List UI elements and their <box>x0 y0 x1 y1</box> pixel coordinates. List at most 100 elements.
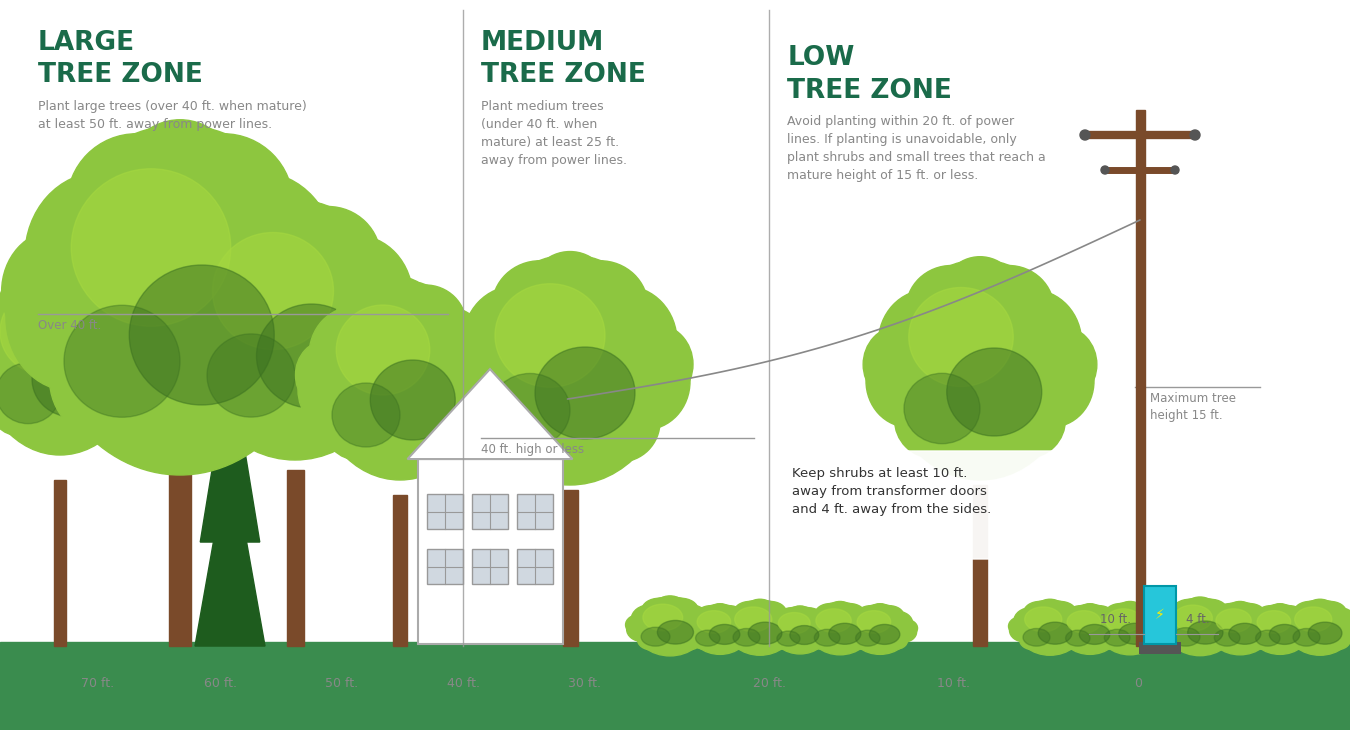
Ellipse shape <box>1025 326 1096 403</box>
Ellipse shape <box>481 382 560 462</box>
Ellipse shape <box>1091 611 1123 635</box>
Ellipse shape <box>1281 611 1312 635</box>
Ellipse shape <box>829 623 861 645</box>
Ellipse shape <box>657 620 694 644</box>
Ellipse shape <box>1314 602 1346 623</box>
Ellipse shape <box>306 343 394 434</box>
Ellipse shape <box>298 235 413 360</box>
Polygon shape <box>194 448 265 646</box>
Ellipse shape <box>1053 620 1076 637</box>
Ellipse shape <box>1204 630 1231 650</box>
Ellipse shape <box>1200 618 1224 637</box>
Ellipse shape <box>726 600 794 656</box>
Text: LOW: LOW <box>787 45 855 71</box>
Ellipse shape <box>333 285 416 365</box>
Ellipse shape <box>801 618 825 637</box>
Ellipse shape <box>1066 611 1100 633</box>
Ellipse shape <box>209 207 315 310</box>
Ellipse shape <box>886 260 1075 480</box>
Bar <box>517 494 553 529</box>
Ellipse shape <box>815 609 852 632</box>
Bar <box>472 494 508 529</box>
Ellipse shape <box>1145 618 1169 637</box>
Ellipse shape <box>848 611 879 635</box>
Ellipse shape <box>815 604 846 625</box>
Ellipse shape <box>1080 130 1089 140</box>
Ellipse shape <box>72 169 231 326</box>
Ellipse shape <box>1241 610 1274 634</box>
Bar <box>1143 586 1176 644</box>
Ellipse shape <box>163 288 262 398</box>
Ellipse shape <box>364 277 436 353</box>
Ellipse shape <box>714 606 744 626</box>
Ellipse shape <box>1280 619 1310 642</box>
Bar <box>427 549 463 584</box>
Ellipse shape <box>1216 609 1251 632</box>
Ellipse shape <box>721 611 753 635</box>
Ellipse shape <box>655 596 686 618</box>
Ellipse shape <box>1172 628 1200 646</box>
Ellipse shape <box>1099 621 1127 642</box>
Ellipse shape <box>385 285 466 365</box>
Ellipse shape <box>0 322 23 388</box>
Text: Over 40 ft.: Over 40 ft. <box>38 319 101 332</box>
Ellipse shape <box>1188 621 1223 644</box>
Ellipse shape <box>1014 607 1049 634</box>
Ellipse shape <box>1119 623 1152 645</box>
Ellipse shape <box>1077 604 1103 623</box>
Ellipse shape <box>1053 621 1081 642</box>
Ellipse shape <box>733 629 760 646</box>
Ellipse shape <box>27 262 93 334</box>
Ellipse shape <box>185 172 335 340</box>
Ellipse shape <box>879 290 977 396</box>
Ellipse shape <box>693 632 717 650</box>
Ellipse shape <box>729 621 756 642</box>
Ellipse shape <box>865 335 952 427</box>
Ellipse shape <box>402 307 491 403</box>
Ellipse shape <box>807 602 872 655</box>
Ellipse shape <box>1256 630 1280 646</box>
Ellipse shape <box>1189 130 1200 140</box>
Ellipse shape <box>990 381 1065 458</box>
Text: 0: 0 <box>1134 677 1142 690</box>
Ellipse shape <box>856 606 886 626</box>
Ellipse shape <box>841 610 875 634</box>
Bar <box>973 485 987 646</box>
Ellipse shape <box>769 613 799 636</box>
Ellipse shape <box>656 634 683 653</box>
Ellipse shape <box>855 618 879 637</box>
Text: LARGE: LARGE <box>38 30 135 56</box>
Ellipse shape <box>1066 617 1092 636</box>
Ellipse shape <box>1038 622 1072 644</box>
Ellipse shape <box>0 265 140 455</box>
Ellipse shape <box>1035 599 1064 620</box>
Ellipse shape <box>159 278 243 369</box>
Ellipse shape <box>315 280 485 480</box>
Ellipse shape <box>347 278 431 369</box>
Ellipse shape <box>709 637 732 653</box>
Bar <box>1135 110 1145 646</box>
Ellipse shape <box>863 326 936 403</box>
Ellipse shape <box>849 620 879 642</box>
Ellipse shape <box>641 599 676 622</box>
Ellipse shape <box>119 120 240 253</box>
Ellipse shape <box>126 349 235 461</box>
Ellipse shape <box>802 620 830 642</box>
Ellipse shape <box>1025 607 1062 631</box>
Ellipse shape <box>1084 606 1114 626</box>
Ellipse shape <box>0 330 36 410</box>
Ellipse shape <box>177 235 292 360</box>
Ellipse shape <box>761 607 796 634</box>
Text: 30 ft.: 30 ft. <box>568 677 601 690</box>
Ellipse shape <box>491 261 589 353</box>
Ellipse shape <box>774 633 796 649</box>
Ellipse shape <box>194 318 310 440</box>
Ellipse shape <box>1284 607 1319 634</box>
Ellipse shape <box>1187 635 1214 653</box>
Polygon shape <box>215 147 246 293</box>
Ellipse shape <box>1234 604 1265 625</box>
Ellipse shape <box>1293 602 1326 623</box>
Ellipse shape <box>1106 609 1141 632</box>
Ellipse shape <box>637 629 667 650</box>
Ellipse shape <box>1206 610 1239 634</box>
